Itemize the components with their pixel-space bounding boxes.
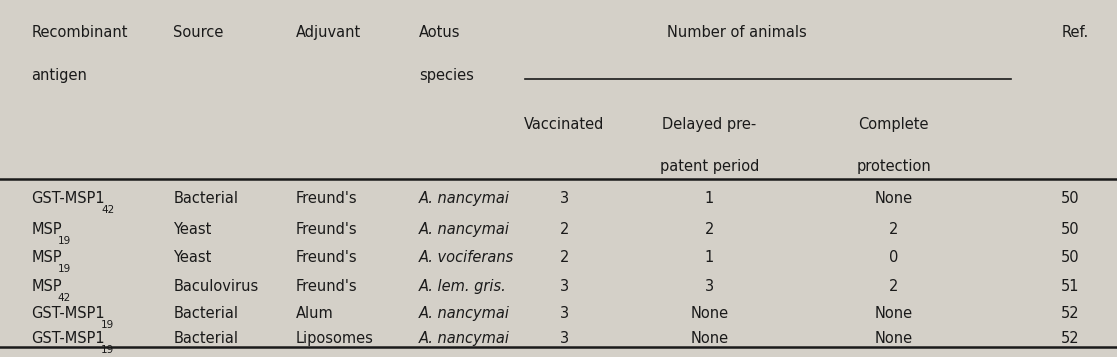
Text: Yeast: Yeast	[173, 222, 211, 237]
Text: 2: 2	[560, 250, 569, 265]
Text: 3: 3	[560, 306, 569, 321]
Text: Adjuvant: Adjuvant	[296, 25, 361, 40]
Text: 1: 1	[705, 250, 714, 265]
Text: Alum: Alum	[296, 306, 334, 321]
Text: 19: 19	[58, 236, 70, 246]
Text: 19: 19	[102, 320, 115, 330]
Text: Ref.: Ref.	[1061, 25, 1088, 40]
Text: None: None	[875, 331, 913, 346]
Text: Bacterial: Bacterial	[173, 191, 238, 206]
Text: A. nancymai: A. nancymai	[419, 222, 509, 237]
Text: protection: protection	[857, 159, 930, 174]
Text: None: None	[875, 191, 913, 206]
Text: 50: 50	[1061, 250, 1080, 265]
Text: MSP: MSP	[31, 250, 61, 265]
Text: antigen: antigen	[31, 68, 87, 83]
Text: 2: 2	[705, 222, 714, 237]
Text: 52: 52	[1061, 306, 1080, 321]
Text: 52: 52	[1061, 331, 1080, 346]
Text: 42: 42	[102, 206, 115, 216]
Text: 0: 0	[889, 250, 898, 265]
Text: A. nancymai: A. nancymai	[419, 191, 509, 206]
Text: A. vociferans: A. vociferans	[419, 250, 514, 265]
Text: 51: 51	[1061, 279, 1080, 294]
Text: 3: 3	[560, 191, 569, 206]
Text: 19: 19	[102, 346, 115, 356]
Text: Freund's: Freund's	[296, 250, 357, 265]
Text: Baculovirus: Baculovirus	[173, 279, 258, 294]
Text: 3: 3	[705, 279, 714, 294]
Text: 3: 3	[560, 279, 569, 294]
Text: Recombinant: Recombinant	[31, 25, 127, 40]
Text: Number of animals: Number of animals	[667, 25, 808, 40]
Text: Complete: Complete	[858, 116, 929, 131]
Text: GST-MSP1: GST-MSP1	[31, 331, 105, 346]
Text: Freund's: Freund's	[296, 222, 357, 237]
Text: GST-MSP1: GST-MSP1	[31, 191, 105, 206]
Text: Freund's: Freund's	[296, 191, 357, 206]
Text: Yeast: Yeast	[173, 250, 211, 265]
Text: A. nancymai: A. nancymai	[419, 306, 509, 321]
Text: None: None	[690, 331, 728, 346]
Text: MSP: MSP	[31, 279, 61, 294]
Text: Aotus: Aotus	[419, 25, 460, 40]
Text: None: None	[875, 306, 913, 321]
Text: 19: 19	[58, 265, 70, 275]
Text: MSP: MSP	[31, 222, 61, 237]
Text: 1: 1	[705, 191, 714, 206]
Text: 42: 42	[58, 293, 70, 303]
Text: Delayed pre-: Delayed pre-	[662, 116, 756, 131]
Text: Vaccinated: Vaccinated	[524, 116, 604, 131]
Text: Source: Source	[173, 25, 223, 40]
Text: Liposomes: Liposomes	[296, 331, 374, 346]
Text: 2: 2	[889, 222, 898, 237]
Text: 50: 50	[1061, 222, 1080, 237]
Text: Bacterial: Bacterial	[173, 306, 238, 321]
Text: GST-MSP1: GST-MSP1	[31, 306, 105, 321]
Text: 50: 50	[1061, 191, 1080, 206]
Text: 3: 3	[560, 331, 569, 346]
Text: 2: 2	[889, 279, 898, 294]
Text: Freund's: Freund's	[296, 279, 357, 294]
Text: species: species	[419, 68, 474, 83]
Text: patent period: patent period	[660, 159, 758, 174]
Text: A. lem. gris.: A. lem. gris.	[419, 279, 507, 294]
Text: None: None	[690, 306, 728, 321]
Text: 2: 2	[560, 222, 569, 237]
Text: Bacterial: Bacterial	[173, 331, 238, 346]
Text: A. nancymai: A. nancymai	[419, 331, 509, 346]
